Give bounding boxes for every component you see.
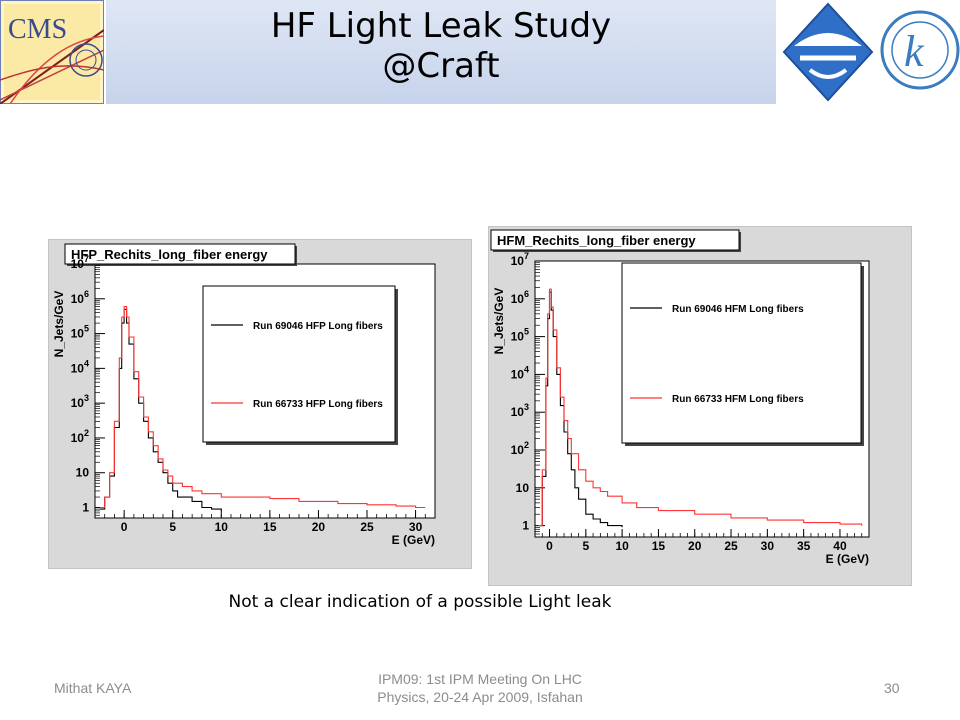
y-tick-label: 103 <box>71 393 89 410</box>
x-tick-label: 20 <box>312 520 326 534</box>
y-tick-label: 10 <box>76 466 90 480</box>
y-tick-exponent: 7 <box>84 254 89 264</box>
x-tick-label: 10 <box>215 520 229 534</box>
y-tick-label: 104 <box>71 358 89 375</box>
cms-logo-icon: CMS <box>0 0 104 104</box>
hfp-chart-panel: HFP_Rechits_long_fiber energy 0 5 10 15 20 25 3… <box>48 239 472 569</box>
x-tick-label: 25 <box>724 539 738 553</box>
title-band <box>106 0 776 104</box>
legend-label-1: Run 69046 HFP Long fibers <box>253 321 383 332</box>
footer-event: IPM09: 1st IPM Meeting On LHC Physics, 2… <box>340 670 620 706</box>
x-tick-label: 5 <box>582 539 589 553</box>
caption-text: Not a clear indication of a possible Lig… <box>228 592 612 612</box>
y-tick-label: 105 <box>511 327 529 344</box>
y-tick-label: 107 <box>71 254 89 271</box>
slide-title-line1: HF Light Leak Study <box>270 6 612 46</box>
x-tick-label: 10 <box>615 539 629 553</box>
y-tick-label: 10 <box>516 481 530 495</box>
footer-author: Mithat KAYA <box>54 680 132 696</box>
y-tick-exponent: 6 <box>84 289 89 299</box>
y-axis-label: N_Jets/GeV <box>52 291 66 358</box>
chart-title-box <box>490 229 740 251</box>
y-tick-label: 104 <box>511 364 529 381</box>
y-tick-exponent: 6 <box>524 289 529 299</box>
chart-title-box <box>64 243 296 265</box>
y-tick-exponent: 7 <box>524 251 529 261</box>
footer-event-line1: IPM09: 1st IPM Meeting On LHC <box>378 671 582 687</box>
y-tick-exponent: 2 <box>84 428 89 438</box>
x-tick-label: 20 <box>688 539 702 553</box>
y-tick-label: 102 <box>511 440 529 457</box>
x-tick-label: 5 <box>169 520 176 534</box>
y-tick-label: 103 <box>511 402 529 419</box>
y-tick-exponent: 5 <box>524 327 529 337</box>
x-tick-label: 30 <box>761 539 775 553</box>
diamond-logo-icon <box>780 0 876 104</box>
y-tick-label: 102 <box>71 428 89 445</box>
legend-label-2: Run 66733 HFP Long fibers <box>253 399 383 410</box>
chart-title: HFM_Rechits_long_fiber energy <box>497 233 696 248</box>
y-tick-label: 1 <box>82 501 89 515</box>
y-axis-label: N_Jets/GeV <box>492 288 506 355</box>
x-axis-label: E (GeV) <box>392 533 435 547</box>
hfm-chart-panel: HFM_Rechits_long_fiber energy 0 5 10 15 20 25 3… <box>488 226 912 586</box>
series-line-2 <box>99 305 426 509</box>
cms-logo-text: CMS <box>8 14 67 45</box>
legend-box <box>202 285 396 443</box>
legend-box <box>621 262 862 444</box>
y-tick-exponent: 5 <box>84 324 89 334</box>
footer-event-line2: Physics, 20-24 Apr 2009, Isfahan <box>377 689 583 705</box>
series-line-2 <box>538 288 863 527</box>
footer-page-number: 30 <box>884 680 900 696</box>
y-tick-label: 107 <box>511 251 529 268</box>
x-tick-label: 0 <box>546 539 553 553</box>
y-tick-label: 1 <box>522 519 529 533</box>
y-tick-exponent: 2 <box>524 440 529 450</box>
y-tick-exponent: 4 <box>84 358 89 368</box>
y-tick-exponent: 3 <box>524 402 529 412</box>
y-tick-label: 105 <box>71 324 89 341</box>
seal-letter: k <box>904 27 925 76</box>
legend-label-1: Run 69046 HFM Long fibers <box>672 304 804 315</box>
x-tick-label: 15 <box>263 520 277 534</box>
x-tick-label: 15 <box>652 539 666 553</box>
slide-title-line2: @Craft <box>382 46 500 86</box>
y-tick-label: 106 <box>511 289 529 306</box>
y-tick-exponent: 3 <box>84 393 89 403</box>
slide-title: HF Light Leak Study @Craft <box>106 6 776 86</box>
y-tick-label: 106 <box>71 289 89 306</box>
chart-title: HFP_Rechits_long_fiber energy <box>71 247 268 262</box>
x-tick-label: 30 <box>409 520 423 534</box>
x-tick-label: 0 <box>121 520 128 534</box>
y-tick-exponent: 4 <box>524 364 529 374</box>
kafkas-university-seal-icon: k <box>880 0 960 104</box>
x-axis-label: E (GeV) <box>826 552 869 566</box>
x-tick-label: 25 <box>360 520 374 534</box>
x-tick-label: 40 <box>833 539 847 553</box>
x-tick-label: 35 <box>797 539 811 553</box>
legend-label-2: Run 66733 HFM Long fibers <box>672 394 804 405</box>
